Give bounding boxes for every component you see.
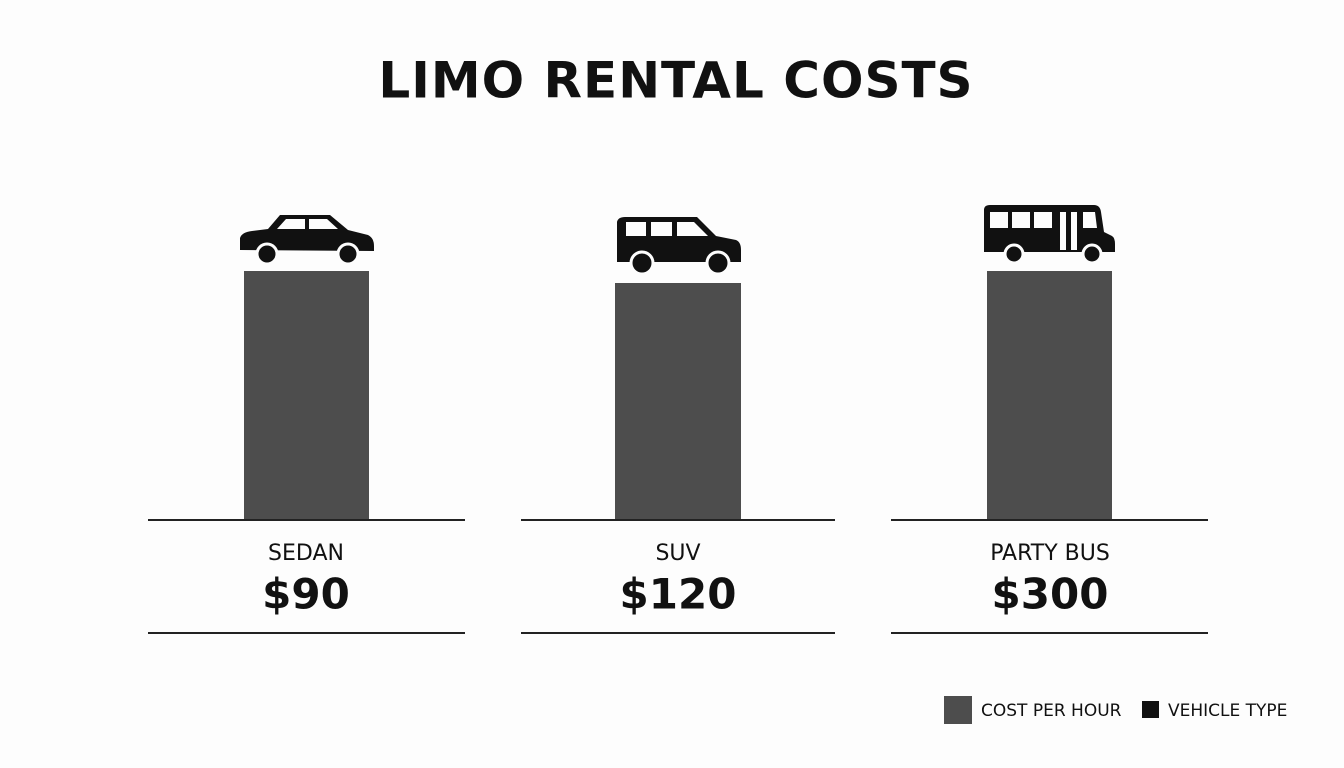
suv-window [626, 222, 708, 236]
sedan-window [277, 219, 338, 229]
bar [615, 283, 741, 520]
bar [244, 271, 369, 520]
vehicle-label: PARTY BUS [990, 541, 1110, 566]
legend-label: VEHICLE TYPE [1168, 701, 1287, 721]
legend-swatch [944, 696, 972, 724]
sedan-group: SEDAN $90 [148, 215, 465, 634]
title: LIMO RENTAL COSTS [378, 52, 973, 110]
sedan-icon [240, 215, 374, 251]
wheel [1081, 243, 1103, 265]
wheel [705, 250, 731, 276]
wheel [1003, 243, 1025, 265]
wheel [255, 242, 279, 266]
suv-group: SUV $120 [521, 217, 835, 634]
vehicle-label: SUV [655, 541, 700, 566]
bus-window [990, 212, 1097, 250]
price-label: $90 [262, 570, 350, 619]
legend-swatch [1142, 701, 1159, 718]
legend: COST PER HOUR VEHICLE TYPE [944, 696, 1287, 724]
suv-icon [617, 217, 741, 262]
price-label: $120 [620, 570, 737, 619]
bar [987, 271, 1112, 520]
vehicle-label: SEDAN [268, 541, 344, 566]
wheel [629, 250, 655, 276]
price-label: $300 [992, 570, 1109, 619]
bus-group: PARTY BUS $300 [891, 205, 1208, 634]
wheel [336, 242, 360, 266]
legend-label: COST PER HOUR [981, 701, 1122, 721]
